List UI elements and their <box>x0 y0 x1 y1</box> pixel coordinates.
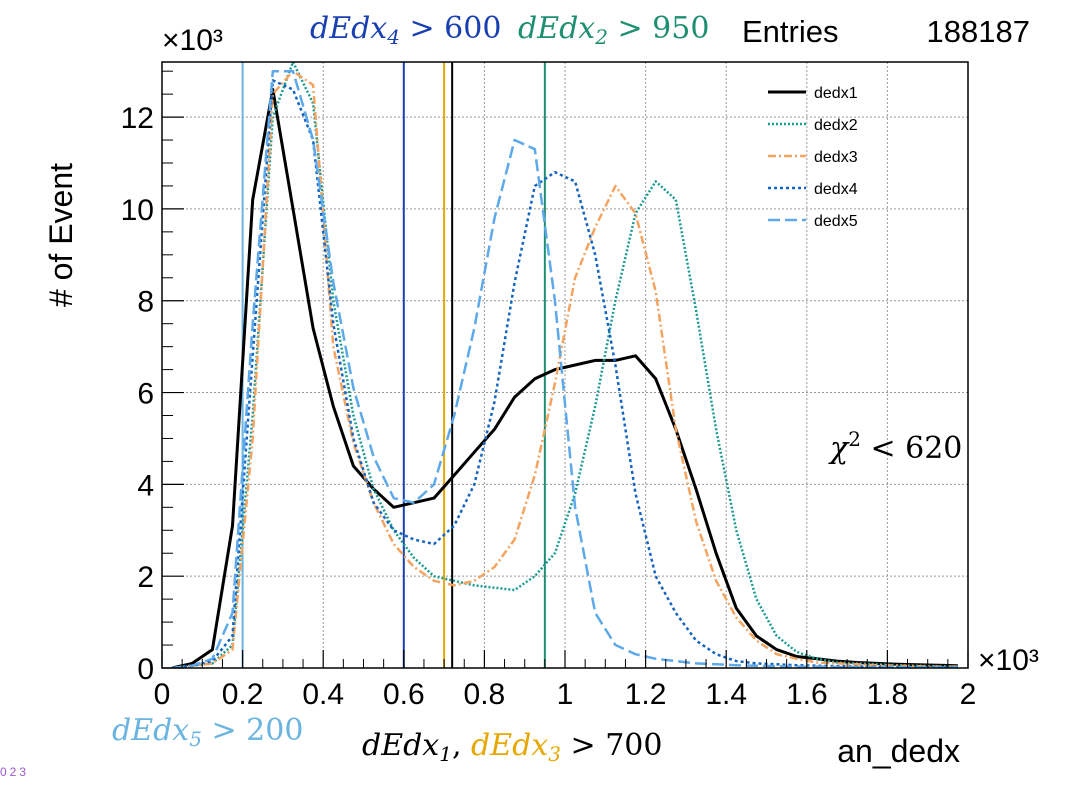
legend-label-dedx4: dedx4 <box>814 181 858 198</box>
stats-entries-value: 188187 <box>927 14 1030 49</box>
x-tick-label: 1.8 <box>867 678 909 711</box>
y-tick-label: 8 <box>137 286 154 319</box>
y-axis-title: # of Event <box>43 163 79 307</box>
series-dedx2 <box>171 62 958 668</box>
legend-label-dedx5: dedx5 <box>814 213 858 230</box>
x-tick-label: 0.6 <box>383 678 425 711</box>
x-tick-label: 1.2 <box>625 678 667 711</box>
y-tick-label: 0 <box>137 653 154 686</box>
cut-label-dedx2: dEdx2 > 950 <box>518 11 709 49</box>
legend-label-dedx2: dedx2 <box>814 117 858 134</box>
x-tick-label: 1.6 <box>786 678 828 711</box>
x-tick-label: 0.4 <box>302 678 344 711</box>
y-tick-label: 12 <box>121 102 154 135</box>
y-tick-label: 10 <box>121 194 154 227</box>
cut-label-dedx4: dEdx4 > 600 <box>310 11 501 49</box>
tick-labels: 0 0.2 0.4 0.6 0.8 1 1.2 1.4 1.6 1.8 2 0 2 4 6 8 10 12 <box>121 102 977 711</box>
x-tick-label: 0 <box>154 678 171 711</box>
legend-label-dedx1: dedx1 <box>814 85 858 102</box>
cut-label-dedx5: dEdx5 > 200 <box>112 713 303 751</box>
cut-label-dedx1-dedx3: dEdx1, dEdx3 > 700 <box>362 728 663 766</box>
y-tick-label: 6 <box>137 378 154 411</box>
y-multiplier: ×10³ <box>162 24 223 57</box>
series-dedx5 <box>171 69 958 668</box>
legend-label-dedx3: dedx3 <box>814 149 858 166</box>
x-tick-label: 0.2 <box>222 678 264 711</box>
stats-entries-label: Entries <box>742 14 838 49</box>
ticks <box>161 70 969 669</box>
y-tick-label: 2 <box>137 561 154 594</box>
x-multiplier: ×10³ <box>978 644 1039 677</box>
x-tick-label: 1.4 <box>705 678 747 711</box>
legend: dedx1 dedx2 dedx3 dedx4 dedx5 <box>768 85 858 230</box>
x-axis-title: an_dedx <box>837 733 960 769</box>
cut-lines <box>241 62 546 668</box>
x-tick-label: 2 <box>960 678 977 711</box>
chi2-label: χ2 < 620 <box>828 427 962 466</box>
x-tick-label: 0.8 <box>464 678 506 711</box>
corner-text: 023 <box>0 765 29 779</box>
x-tick-label: 1 <box>557 678 574 711</box>
y-tick-label: 4 <box>137 469 154 502</box>
